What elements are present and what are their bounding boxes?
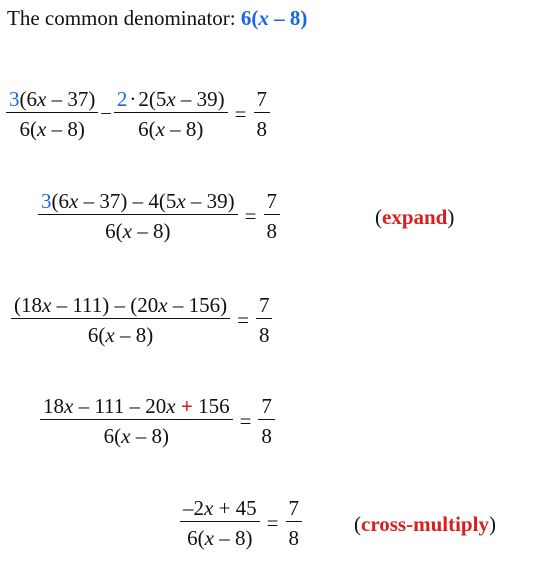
rhs-numerator: 7 xyxy=(258,393,275,420)
numerator-before: 18x – 111 – 20x xyxy=(43,394,176,418)
fraction-rhs: 7 8 xyxy=(253,86,270,142)
fraction-denominator: 6(x – 8) xyxy=(103,424,169,448)
fraction-numerator: 3(6x – 37) – 4(5x – 39) xyxy=(38,188,238,215)
equals-sign: = xyxy=(234,101,247,126)
note-cross-multiply: (cross-multiply) xyxy=(354,512,496,537)
rhs-denominator: 8 xyxy=(261,424,272,448)
fraction-numerator: –2x + 45 xyxy=(180,495,260,522)
common-denominator: 6(x – 8) xyxy=(241,6,308,30)
numerator-rest: (6x – 37) – 4(5x – 39) xyxy=(51,189,235,213)
fraction-right: 2·2(5x – 39) 6(x – 8) xyxy=(113,86,228,142)
multiply-dot: · xyxy=(129,87,137,111)
fraction-left: 3(6x – 37) – 4(5x – 39) 6(x – 8) xyxy=(38,188,238,244)
equation-step-1: 3(6x – 37) 6(x – 8) – 2·2(5x – 39) 6(x –… xyxy=(6,86,270,142)
numerator-after: 156 xyxy=(192,394,230,418)
fraction-rhs: 7 8 xyxy=(258,393,275,449)
numerator-rest: 2(5x – 39) xyxy=(138,87,225,111)
fraction-numerator: 3(6x – 37) xyxy=(6,86,99,113)
fraction-denominator: 6(x – 8) xyxy=(19,117,85,141)
fraction-numerator: 2·2(5x – 39) xyxy=(113,86,228,113)
highlighted-coef: 3 xyxy=(9,87,20,111)
note-open-paren: ( xyxy=(375,205,382,229)
equals-sign: = xyxy=(266,510,279,535)
rhs-denominator: 8 xyxy=(288,526,300,550)
equals-sign: = xyxy=(239,408,252,433)
fraction-denominator: 6(x – 8) xyxy=(87,323,154,347)
equation-step-2: 3(6x – 37) – 4(5x – 39) 6(x – 8) = 7 8 xyxy=(38,188,280,244)
rhs-numerator: 7 xyxy=(253,86,270,113)
fraction-rhs: 7 8 xyxy=(255,292,273,348)
fraction-numerator: (18x – 111) – (20x – 156) xyxy=(11,292,231,319)
denominator-var: x xyxy=(258,6,269,30)
rhs-numerator: 7 xyxy=(263,188,280,215)
equals-sign: = xyxy=(237,307,249,332)
note-close-paren: ) xyxy=(488,512,496,536)
rhs-denominator: 8 xyxy=(266,219,278,243)
note-word: expand xyxy=(382,205,448,229)
fraction-left: –2x + 45 6(x – 8) xyxy=(180,495,260,551)
fraction-numerator: 18x – 111 – 20x + 156 xyxy=(40,393,233,420)
highlighted-coef: 3 xyxy=(41,189,52,213)
note-word: cross-multiply xyxy=(361,512,489,536)
minus-sign: – xyxy=(101,102,111,123)
rhs-denominator: 8 xyxy=(256,117,268,141)
fraction-left: 18x – 111 – 20x + 156 6(x – 8) xyxy=(40,393,233,449)
rhs-numerator: 7 xyxy=(285,495,303,522)
fraction-denominator: 6(x – 8) xyxy=(138,117,204,141)
highlighted-coef: 2 xyxy=(116,87,128,111)
note-expand: (expand) xyxy=(375,205,454,230)
numerator-rest: (6x – 37) xyxy=(19,87,96,111)
note-open-paren: ( xyxy=(354,512,361,536)
equals-sign: = xyxy=(244,203,257,228)
rhs-denominator: 8 xyxy=(258,323,270,347)
highlighted-plus: + xyxy=(180,394,193,418)
equation-step-4: 18x – 111 – 20x + 156 6(x – 8) = 7 8 xyxy=(40,393,275,449)
fraction-rhs: 7 8 xyxy=(263,188,280,244)
rhs-numerator: 7 xyxy=(255,292,273,319)
fraction-denominator: 6(x – 8) xyxy=(187,526,253,550)
denominator-rest: – 8) xyxy=(268,6,308,30)
fraction-left: (18x – 111) – (20x – 156) 6(x – 8) xyxy=(11,292,231,348)
intro-label: The common denominator: xyxy=(7,6,241,30)
fraction-rhs: 7 8 xyxy=(285,495,303,551)
equation-step-5: –2x + 45 6(x – 8) = 7 8 xyxy=(180,495,303,551)
fraction-left: 3(6x – 37) 6(x – 8) xyxy=(6,86,99,142)
denominator-coef: 6( xyxy=(240,6,259,30)
common-denominator-line: The common denominator: 6(x – 8) xyxy=(7,6,307,31)
note-close-paren: ) xyxy=(447,205,455,229)
fraction-denominator: 6(x – 8) xyxy=(105,219,171,243)
equation-step-3: (18x – 111) – (20x – 156) 6(x – 8) = 7 8 xyxy=(11,292,273,348)
